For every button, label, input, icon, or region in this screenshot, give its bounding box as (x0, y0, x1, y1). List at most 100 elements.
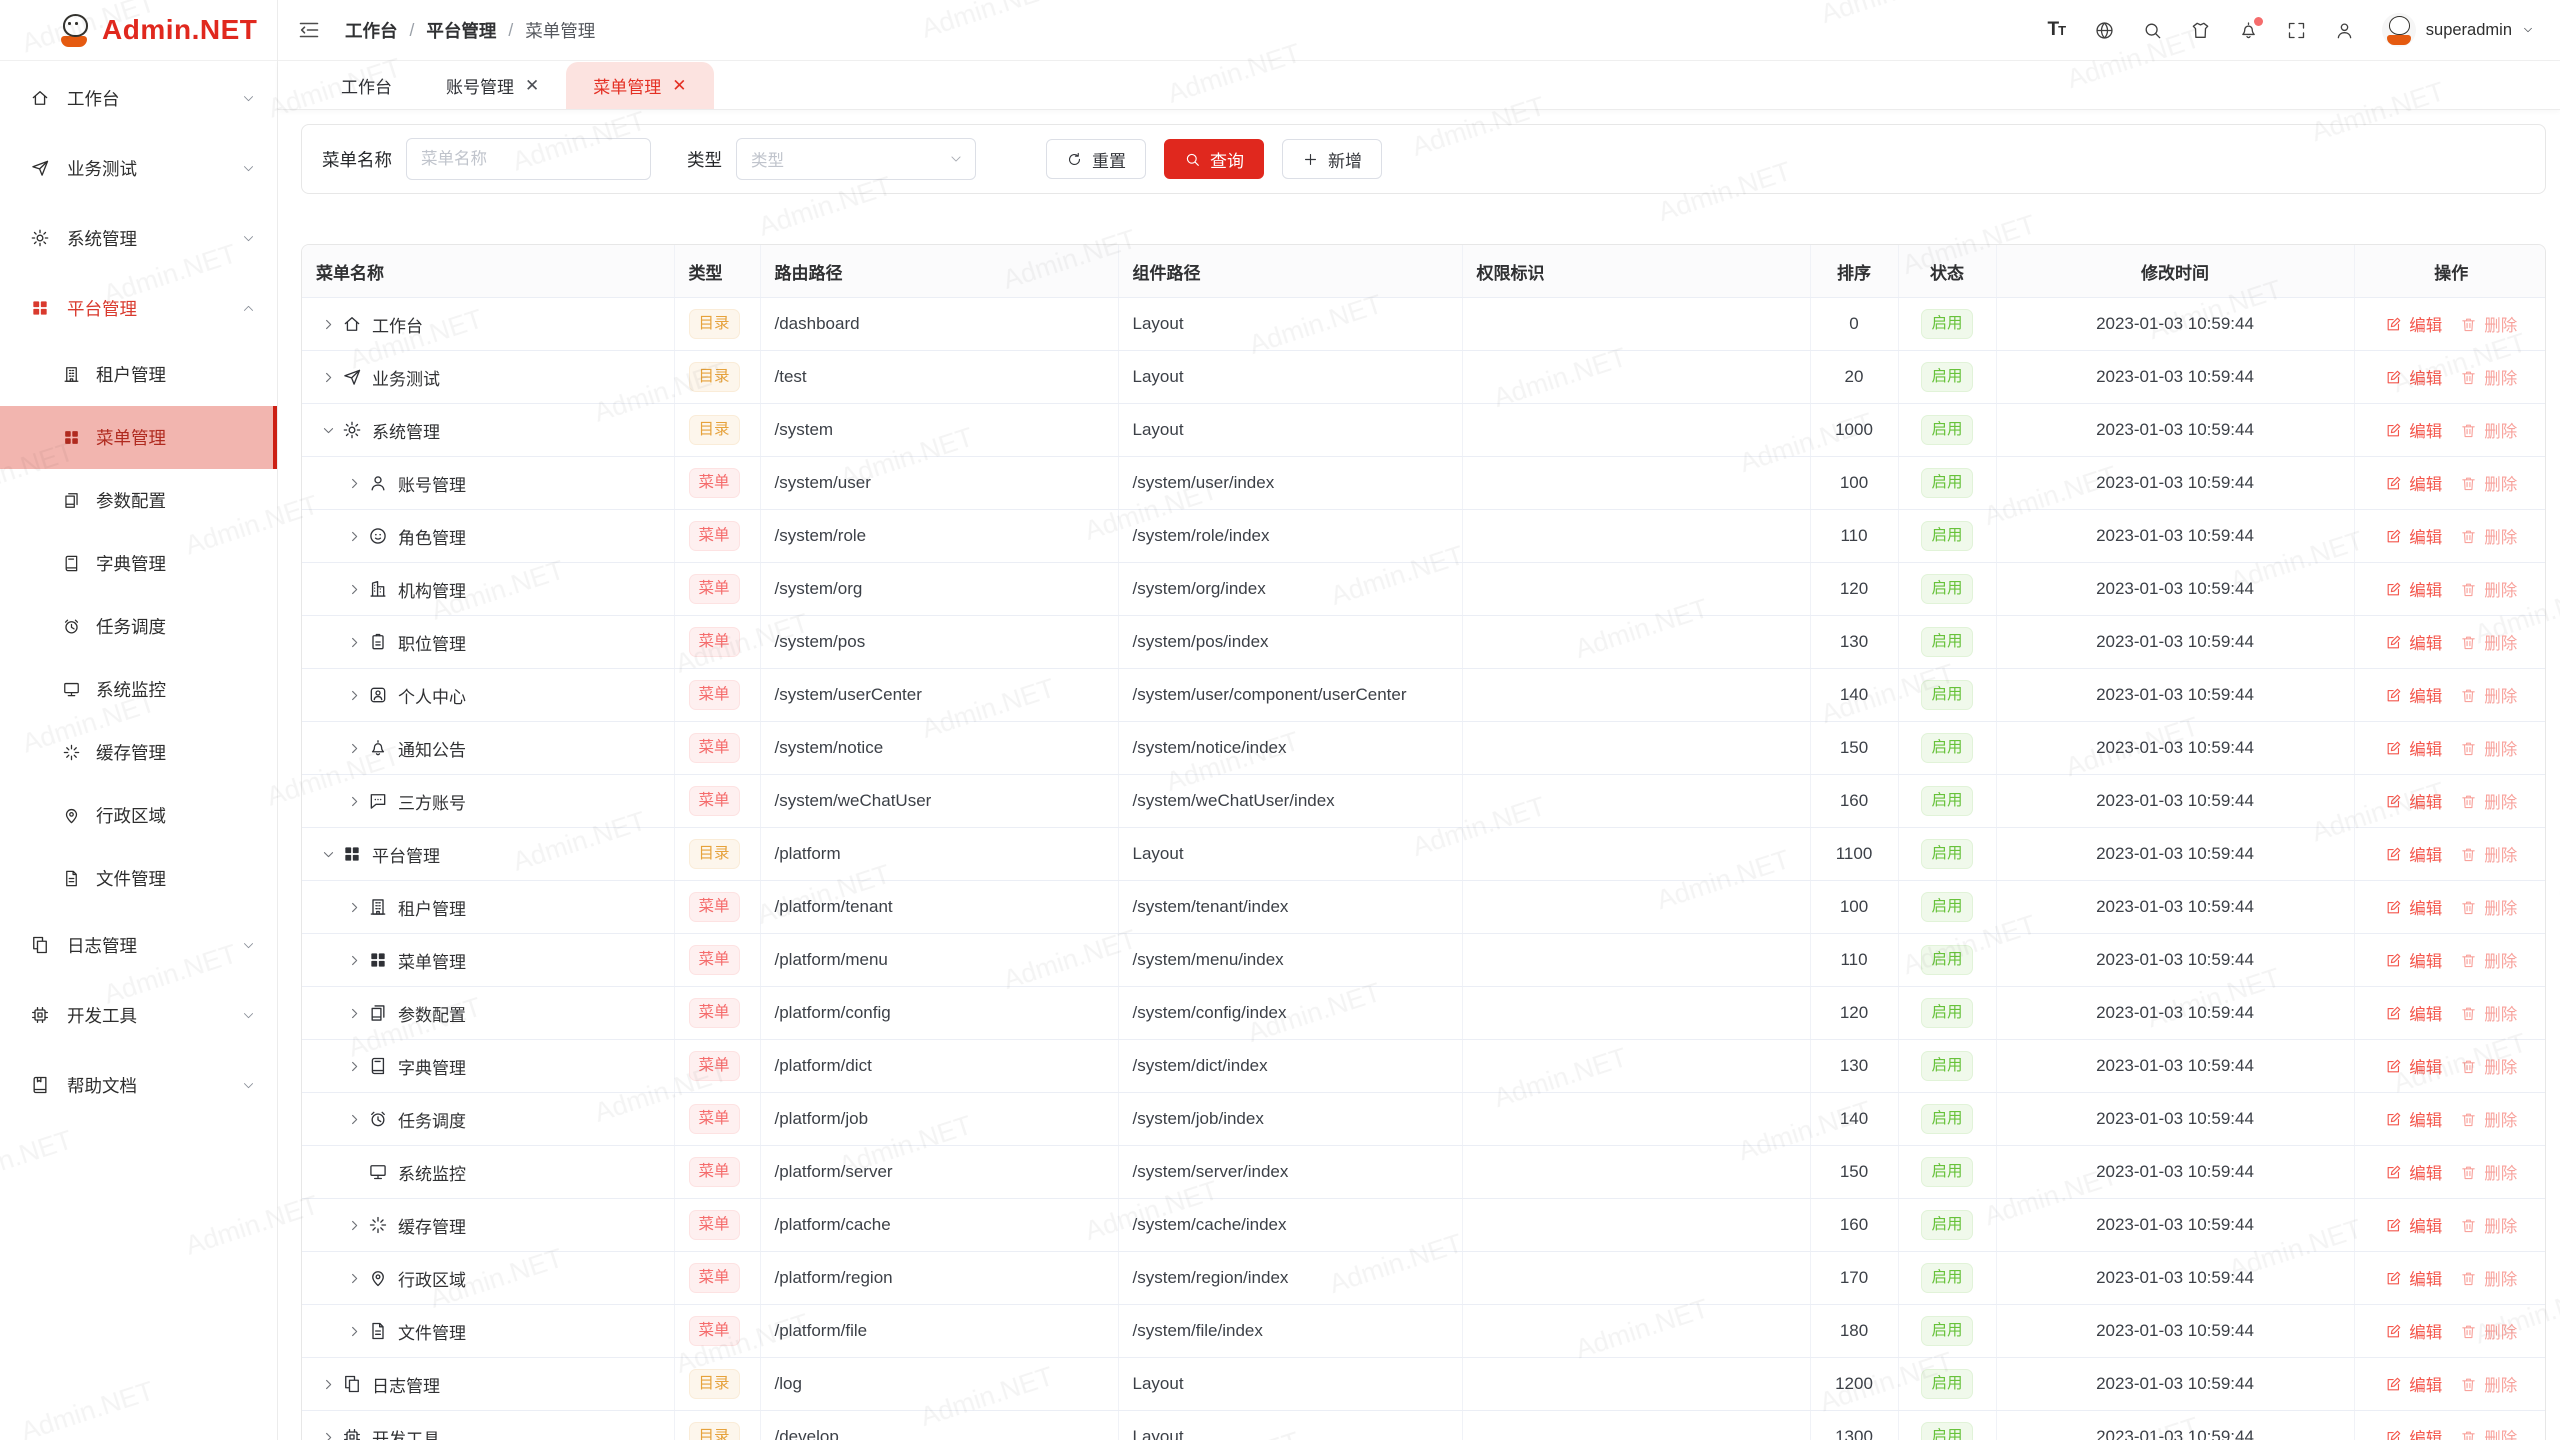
reset-button[interactable]: 重置 (1046, 139, 1146, 179)
tree-expand-icon[interactable] (316, 312, 340, 336)
delete-button[interactable]: 删除 (2460, 1213, 2517, 1237)
tree-expand-icon[interactable] (342, 948, 366, 972)
tree-expand-icon[interactable] (342, 1266, 366, 1290)
delete-button[interactable]: 删除 (2460, 895, 2517, 919)
sidebar-item-4[interactable]: 日志管理 (0, 910, 277, 980)
tree-expand-icon[interactable] (316, 842, 340, 866)
sidebar-item-5[interactable]: 开发工具 (0, 980, 277, 1050)
delete-button[interactable]: 删除 (2460, 365, 2517, 389)
fullscreen-button[interactable] (2286, 20, 2307, 41)
delete-button[interactable]: 删除 (2460, 1054, 2517, 1078)
edit-button[interactable]: 编辑 (2385, 895, 2442, 919)
delete-button[interactable]: 删除 (2460, 524, 2517, 548)
delete-button[interactable]: 删除 (2460, 1372, 2517, 1396)
sidebar-subitem-3-6[interactable]: 缓存管理 (0, 721, 277, 784)
language-button[interactable] (2094, 20, 2115, 41)
tree-expand-icon[interactable] (342, 895, 366, 919)
breadcrumb-item-1[interactable]: 平台管理 (426, 20, 497, 41)
menu-fold-icon[interactable] (297, 18, 321, 42)
edit-button[interactable]: 编辑 (2385, 1213, 2442, 1237)
edit-button[interactable]: 编辑 (2385, 524, 2442, 548)
tree-expand-icon[interactable] (342, 1054, 366, 1078)
delete-button[interactable]: 删除 (2460, 789, 2517, 813)
tab-2[interactable]: 菜单管理 ✕ (566, 62, 714, 109)
tree-expand-icon[interactable] (342, 1107, 366, 1131)
delete-button[interactable]: 删除 (2460, 471, 2517, 495)
profile-button[interactable] (2334, 20, 2355, 41)
sidebar-subitem-3-8[interactable]: 文件管理 (0, 847, 277, 910)
sidebar-item-2[interactable]: 系统管理 (0, 203, 277, 273)
delete-button[interactable]: 删除 (2460, 842, 2517, 866)
delete-button[interactable]: 删除 (2460, 1160, 2517, 1184)
delete-button[interactable]: 删除 (2460, 948, 2517, 972)
delete-button[interactable]: 删除 (2460, 577, 2517, 601)
edit-button[interactable]: 编辑 (2385, 842, 2442, 866)
delete-button[interactable]: 删除 (2460, 1266, 2517, 1290)
edit-button[interactable]: 编辑 (2385, 789, 2442, 813)
sidebar-item-1[interactable]: 业务测试 (0, 133, 277, 203)
delete-button[interactable]: 删除 (2460, 312, 2517, 336)
sidebar-subitem-3-7[interactable]: 行政区域 (0, 784, 277, 847)
breadcrumb-item-0[interactable]: 工作台 (345, 20, 398, 41)
tree-expand-icon[interactable] (342, 1319, 366, 1343)
sidebar-subitem-3-3[interactable]: 字典管理 (0, 532, 277, 595)
tree-expand-icon[interactable] (342, 736, 366, 760)
edit-button[interactable]: 编辑 (2385, 630, 2442, 654)
tab-close-icon[interactable]: ✕ (672, 76, 687, 95)
tree-expand-icon[interactable] (342, 1001, 366, 1025)
tab-close-icon[interactable]: ✕ (525, 76, 540, 95)
sidebar-item-3[interactable]: 平台管理 (0, 273, 277, 343)
delete-button[interactable]: 删除 (2460, 1319, 2517, 1343)
tree-expand-icon[interactable] (342, 683, 366, 707)
sidebar-item-6[interactable]: 帮助文档 (0, 1050, 277, 1120)
tree-expand-icon[interactable] (316, 418, 340, 442)
edit-button[interactable]: 编辑 (2385, 1160, 2442, 1184)
tree-expand-icon[interactable] (316, 1372, 340, 1396)
edit-button[interactable]: 编辑 (2385, 312, 2442, 336)
edit-button[interactable]: 编辑 (2385, 1107, 2442, 1131)
add-button[interactable]: 新增 (1282, 139, 1382, 179)
edit-button[interactable]: 编辑 (2385, 577, 2442, 601)
type-select[interactable]: 类型 (736, 138, 976, 180)
edit-button[interactable]: 编辑 (2385, 1054, 2442, 1078)
menu-name-input[interactable] (406, 138, 651, 180)
edit-button[interactable]: 编辑 (2385, 471, 2442, 495)
sidebar-subitem-3-4[interactable]: 任务调度 (0, 595, 277, 658)
sidebar-subitem-3-1[interactable]: 菜单管理 (0, 406, 277, 469)
edit-button[interactable]: 编辑 (2385, 1319, 2442, 1343)
tab-0[interactable]: 工作台 (314, 62, 419, 109)
sidebar-subitem-3-0[interactable]: 租户管理 (0, 343, 277, 406)
edit-button[interactable]: 编辑 (2385, 1372, 2442, 1396)
tree-expand-icon[interactable] (342, 471, 366, 495)
edit-button[interactable]: 编辑 (2385, 1425, 2442, 1440)
delete-button[interactable]: 删除 (2460, 1425, 2517, 1440)
app-logo[interactable]: Admin.NET (0, 0, 277, 61)
sidebar-subitem-3-5[interactable]: 系统监控 (0, 658, 277, 721)
delete-button[interactable]: 删除 (2460, 1001, 2517, 1025)
edit-button[interactable]: 编辑 (2385, 736, 2442, 760)
tree-expand-icon[interactable] (342, 789, 366, 813)
search-button[interactable] (2142, 20, 2163, 41)
delete-button[interactable]: 删除 (2460, 683, 2517, 707)
user-menu[interactable]: superadmin (2381, 13, 2534, 47)
search-button[interactable]: 查询 (1164, 139, 1264, 179)
delete-button[interactable]: 删除 (2460, 418, 2517, 442)
edit-button[interactable]: 编辑 (2385, 1266, 2442, 1290)
edit-button[interactable]: 编辑 (2385, 418, 2442, 442)
delete-button[interactable]: 删除 (2460, 1107, 2517, 1131)
edit-button[interactable]: 编辑 (2385, 683, 2442, 707)
notification-button[interactable] (2238, 16, 2263, 41)
tree-expand-icon[interactable] (342, 630, 366, 654)
sidebar-item-0[interactable]: 工作台 (0, 63, 277, 133)
tree-expand-icon[interactable] (342, 524, 366, 548)
tree-expand-icon[interactable] (316, 365, 340, 389)
theme-button[interactable] (2190, 20, 2211, 41)
delete-button[interactable]: 删除 (2460, 736, 2517, 760)
tree-expand-icon[interactable] (316, 1425, 340, 1440)
edit-button[interactable]: 编辑 (2385, 948, 2442, 972)
tree-expand-icon[interactable] (342, 1213, 366, 1237)
delete-button[interactable]: 删除 (2460, 630, 2517, 654)
tree-expand-icon[interactable] (342, 577, 366, 601)
tab-1[interactable]: 账号管理 ✕ (419, 62, 566, 109)
